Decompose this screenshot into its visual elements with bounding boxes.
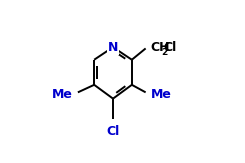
Text: Me: Me <box>151 88 172 101</box>
Text: CH: CH <box>151 41 170 54</box>
Text: Me: Me <box>52 88 73 101</box>
Text: N: N <box>108 41 118 54</box>
Text: Cl: Cl <box>163 41 176 54</box>
Text: Cl: Cl <box>106 125 120 138</box>
Text: 2: 2 <box>161 48 167 57</box>
